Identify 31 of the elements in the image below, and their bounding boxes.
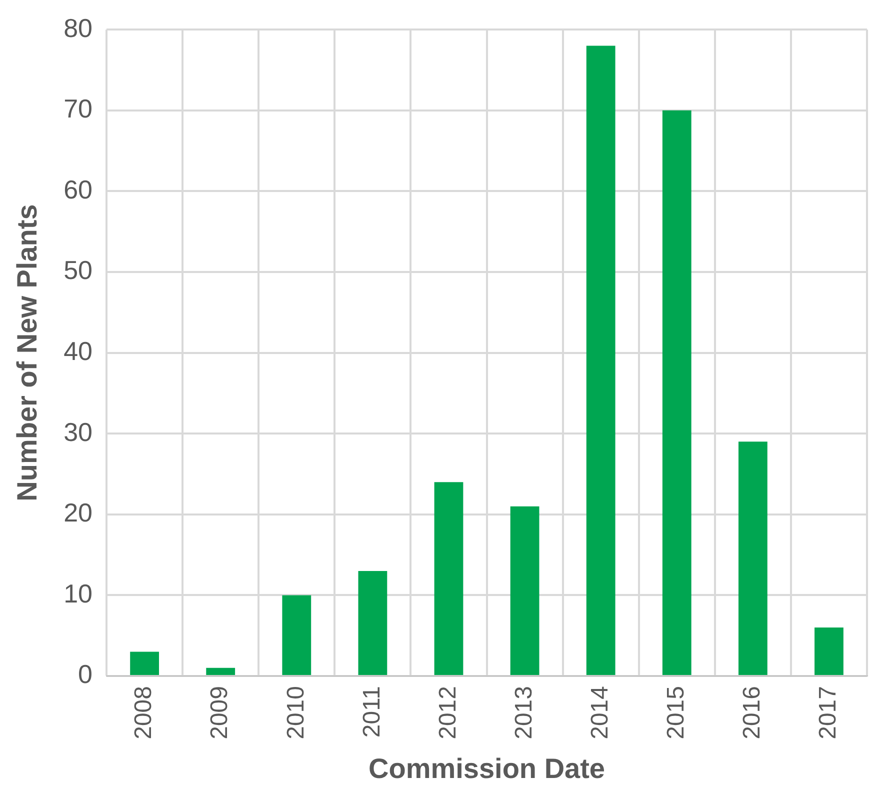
y-tick-label: 30: [64, 416, 93, 447]
x-axis-title: Commission Date: [368, 752, 606, 784]
bar: [510, 506, 540, 676]
y-tick-label: 40: [64, 336, 93, 366]
x-tick-label: 2011: [358, 686, 386, 738]
x-tick-label: 2014: [586, 686, 614, 740]
bar: [130, 652, 159, 676]
y-axis-title: Number of New Plants: [12, 204, 43, 502]
x-tick-label: 2008: [130, 686, 158, 740]
x-tick-label: 2017: [814, 686, 842, 740]
bar: [358, 570, 388, 676]
bar: [434, 482, 464, 676]
bar: [206, 668, 236, 676]
y-tick-label: 20: [64, 498, 93, 528]
x-tick-label: 2012: [434, 686, 462, 740]
y-tick-label: 60: [64, 174, 93, 204]
y-tick-label: 50: [64, 255, 93, 286]
y-tick-label: 70: [64, 94, 93, 124]
x-tick-label: 2016: [738, 686, 766, 740]
bar: [738, 442, 768, 676]
bar: [814, 628, 844, 676]
x-tick-label: 2009: [206, 686, 234, 740]
y-tick-label: 0: [78, 659, 93, 690]
x-tick-label: 2015: [662, 686, 690, 740]
y-tick-label: 10: [64, 578, 93, 608]
bar: [586, 46, 616, 676]
y-tick-label: 80: [64, 12, 93, 43]
bar: [282, 595, 312, 676]
bar: [662, 110, 692, 676]
x-tick-label: 2010: [282, 686, 310, 740]
x-tick-label: 2013: [510, 686, 538, 740]
